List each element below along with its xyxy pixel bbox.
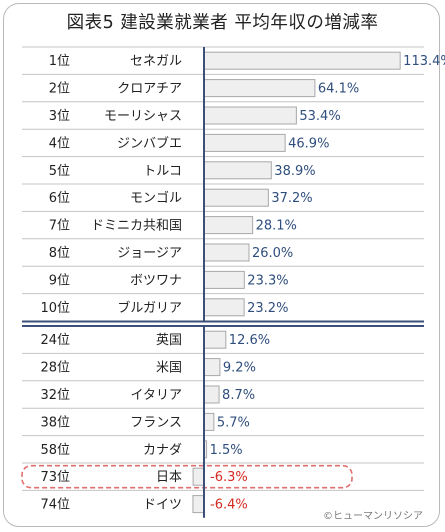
rank-label: 74位	[40, 498, 70, 513]
value-label: 12.6%	[229, 333, 270, 348]
rank-label: 58位	[40, 443, 70, 458]
country-label: セネガル	[130, 54, 182, 69]
rank-label: 6位	[49, 191, 70, 206]
bar	[203, 243, 250, 262]
country-label: トルコ	[143, 164, 182, 179]
country-label: ドミニカ共和国	[91, 219, 182, 234]
bar	[203, 270, 245, 289]
value-label: 53.4%	[299, 109, 340, 124]
value-label: 9.2%	[223, 361, 256, 376]
rank-label: 10位	[40, 301, 70, 316]
country-label: フランス	[130, 415, 182, 430]
rank-label: 8位	[49, 246, 70, 261]
value-label: 38.9%	[274, 164, 315, 179]
rank-label: 7位	[49, 219, 70, 234]
value-label: 8.7%	[222, 388, 255, 403]
bar	[203, 330, 227, 349]
value-label: 5.7%	[217, 415, 250, 430]
value-label: 46.9%	[288, 136, 329, 151]
country-label: モンゴル	[130, 190, 182, 206]
bar	[203, 385, 220, 404]
rank-label: 1位	[49, 54, 70, 69]
value-label: 64.1%	[318, 82, 359, 97]
value-label: 1.5%	[210, 443, 243, 458]
bar	[203, 358, 221, 377]
rank-label: 4位	[49, 136, 70, 151]
bar	[203, 161, 272, 180]
country-label: ブルガリア	[117, 300, 182, 316]
bar	[192, 467, 205, 486]
rank-label: 5位	[49, 164, 70, 179]
rank-label: 3位	[49, 109, 70, 124]
bar	[203, 216, 254, 235]
country-label: ジンバブエ	[117, 135, 182, 151]
highlight-box	[21, 464, 353, 489]
country-label: 米国	[156, 361, 182, 376]
country-label: クロアチア	[117, 82, 182, 97]
bar	[203, 412, 215, 431]
country-label: 英国	[156, 333, 182, 348]
value-label: -6.4%	[210, 498, 248, 513]
country-label: イタリア	[131, 388, 182, 403]
country-label: モーリシャス	[104, 109, 182, 124]
bar	[203, 298, 245, 317]
rank-label: 28位	[40, 361, 70, 376]
rank-label: 9位	[49, 273, 70, 288]
rank-label: 2位	[49, 82, 70, 97]
chart-title: 図表5 建設業就業者 平均年収の増減率	[66, 13, 379, 33]
value-label: 26.0%	[252, 246, 293, 261]
rank-label: 32位	[40, 388, 70, 403]
bar	[203, 79, 316, 98]
country-label: 日本	[156, 470, 182, 485]
value-label: 113.4%	[403, 54, 445, 69]
rank-label: 38位	[40, 415, 70, 430]
bar	[203, 133, 286, 152]
bar	[203, 106, 297, 125]
value-label: 37.2%	[271, 191, 312, 206]
country-label: ボツワナ	[130, 273, 182, 288]
bar	[203, 51, 401, 70]
bar	[192, 495, 205, 514]
value-label: 28.1%	[256, 219, 297, 234]
value-label: 23.2%	[247, 301, 288, 316]
country-label: カナダ	[143, 443, 182, 458]
bar	[203, 188, 269, 207]
rank-label: 24位	[40, 333, 70, 348]
rank-label: 73位	[40, 470, 70, 485]
country-label: ドイツ	[143, 498, 182, 513]
country-label: ジョージア	[117, 246, 182, 261]
value-label: -6.3%	[210, 470, 248, 485]
value-label: 23.3%	[247, 273, 288, 288]
credit-text: ©ヒューマンリソシア	[323, 511, 423, 522]
